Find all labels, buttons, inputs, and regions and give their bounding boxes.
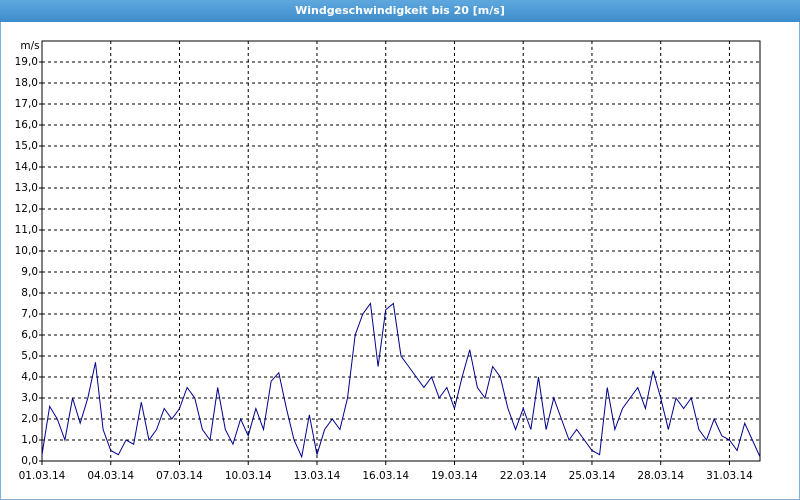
y-tick-label: 9,0 [21,266,38,278]
y-tick-label: 16,0 [15,119,38,131]
y-tick-label: 14,0 [15,161,38,173]
x-tick-label: 07.03.14 [156,470,203,482]
y-tick-label: 7,0 [21,308,38,320]
data-line [41,302,761,459]
x-tick-label: 13.03.14 [294,470,341,482]
y-tick-label: 5,0 [21,350,38,362]
y-tick-label: 4,0 [21,371,38,383]
y-tick-label: 19,0 [15,56,38,68]
y-tick-label: 18,0 [15,77,38,89]
chart-title: Windgeschwindigkeit bis 20 [m/s] [295,4,505,17]
plot-area [42,41,760,461]
y-tick-label: 0,0 [21,455,38,467]
y-tick-label: 15,0 [15,140,38,152]
y-tick-label: 1,0 [21,434,38,446]
y-tick-label: 3,0 [21,392,38,404]
y-tick-label: 2,0 [21,413,38,425]
x-tick-label: 25.03.14 [569,470,616,482]
x-tick-label: 04.03.14 [87,470,134,482]
y-tick-label: 13,0 [15,182,38,194]
y-tick-label: 6,0 [21,329,38,341]
x-tick-label: 31.03.14 [706,470,753,482]
x-tick-label: 22.03.14 [500,470,547,482]
title-bar [0,0,800,22]
x-tick-label: 28.03.14 [637,470,684,482]
plot: 0,0 1,0 2,0 3,0 4,0 5,0 6,0 7,0 8,0 9,0 10,0 11,0 12… [15,40,761,482]
y-axis-label: m/s [20,40,39,52]
y-tick-label: 11,0 [15,224,38,236]
x-tick-label: 01.03.14 [19,470,66,482]
y-tick-label: 17,0 [15,98,38,110]
x-tick-label: 19.03.14 [431,470,478,482]
plot-frame [41,40,761,462]
x-tick-label: 10.03.14 [225,470,272,482]
y-tick-label: 12,0 [15,203,38,215]
y-tick-label: 8,0 [21,287,38,299]
x-tick-label: 16.03.14 [362,470,409,482]
y-tick-label: 10,0 [15,245,38,257]
